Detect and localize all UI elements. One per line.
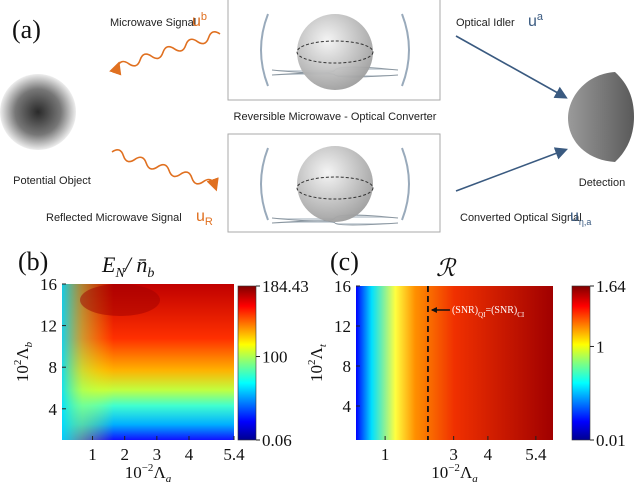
title: N	[114, 266, 125, 281]
subscript: η,a	[579, 217, 592, 227]
colorbar-label: 1.64	[596, 277, 626, 296]
panel-title: EN/ n̄b	[101, 252, 154, 281]
axis-label: b	[23, 341, 35, 347]
x-tick-label: 1	[88, 445, 97, 464]
heatmap-peak	[80, 284, 160, 316]
panel-label: (b)	[18, 247, 48, 276]
converted-arrow	[455, 147, 568, 192]
subscript: R	[205, 216, 213, 228]
x-tick-label: 5.4	[525, 445, 547, 464]
annotation: QI	[478, 311, 486, 319]
colorbar-label: 0.06	[262, 431, 292, 450]
y-tick-label: 4	[49, 400, 58, 419]
x-tick-label: 4	[484, 445, 493, 464]
colorbar	[237, 285, 257, 441]
y-tick-label: 16	[334, 277, 351, 296]
x-tick-label: 3	[449, 445, 458, 464]
label: Reflected Microwave Signal	[46, 212, 182, 224]
axis-label: 10	[13, 365, 32, 382]
symbol: ua	[528, 11, 544, 30]
x-tick-label: 5.4	[223, 445, 245, 464]
panel-title: ℛ	[436, 256, 457, 282]
symbol: u	[528, 13, 537, 30]
converter-bottom	[227, 133, 441, 233]
label: Reversible Microwave - Optical Converter	[234, 111, 437, 123]
axis-label: Λ	[13, 347, 32, 360]
axis-label: −2	[448, 462, 460, 474]
axis-label: t	[317, 343, 329, 347]
title: b	[147, 266, 154, 281]
label: Converted Optical Signal	[460, 212, 582, 224]
axis-label: Λ	[307, 346, 326, 359]
panel-label: (c)	[330, 247, 359, 276]
microwave-arrow	[109, 31, 221, 76]
label: Potential Object	[13, 175, 91, 187]
y-tick-label: 12	[40, 317, 57, 336]
subscript: a	[537, 11, 544, 23]
axis-label: 102Λb	[12, 341, 35, 382]
axis-label: a	[166, 473, 172, 485]
label: Optical Idler	[456, 17, 515, 29]
label: Microwave Signal	[110, 17, 196, 29]
y-tick-label: 8	[49, 358, 58, 377]
x-tick-label: 2	[120, 445, 129, 464]
annotation: (SNR)QI=(SNR)CI	[452, 305, 525, 319]
idler-arrow	[455, 35, 568, 99]
object	[0, 74, 76, 150]
axis-label: Λ	[460, 463, 473, 482]
x-tick-label: 4	[185, 445, 194, 464]
label: Detection	[579, 177, 625, 189]
subscript: b	[201, 11, 207, 23]
colorbar-label: 100	[262, 348, 288, 367]
annotation: (SNR)	[452, 305, 478, 316]
symbol: u	[192, 13, 201, 30]
axis-label: 2	[306, 359, 318, 365]
y-tick-label: 16	[40, 275, 57, 294]
axis-label: 10	[125, 463, 142, 482]
detector	[568, 72, 634, 162]
symbol: u	[196, 208, 205, 225]
symbol: uη,a	[570, 208, 591, 227]
symbol: ub	[192, 11, 207, 30]
colorbar-label: 0.01	[596, 431, 626, 450]
colorbar-label: 184.43	[262, 277, 309, 296]
annotation-arrowhead	[430, 307, 437, 313]
y-tick-label: 4	[343, 397, 352, 416]
axis-label: 102Λt	[306, 343, 329, 382]
axis-label: 10−2Λa	[431, 462, 478, 485]
annotation: =(SNR)	[485, 305, 517, 316]
axis-label: a	[472, 473, 478, 485]
heatmap	[356, 286, 553, 440]
axis-label: −2	[142, 462, 154, 474]
annotation: CI	[517, 311, 525, 319]
axis-label: 10	[431, 463, 448, 482]
colorbar	[571, 285, 591, 441]
y-tick-label: 8	[343, 357, 352, 376]
x-tick-label: 3	[153, 445, 162, 464]
panel-label: (a)	[12, 15, 41, 44]
x-tick-label: 1	[381, 445, 390, 464]
title: E	[101, 252, 116, 277]
colorbar-label: 1	[596, 337, 605, 356]
symbol: uR	[196, 208, 213, 228]
reflected-arrow	[111, 149, 219, 192]
y-tick-label: 12	[334, 317, 351, 336]
axis-label: Λ	[153, 463, 166, 482]
axis-label: 10−2Λa	[125, 462, 172, 485]
axis-label: 2	[12, 360, 24, 366]
symbol: u	[570, 208, 579, 225]
title: / n̄	[123, 252, 148, 277]
axis-label: 10	[307, 365, 326, 382]
converter-top	[227, 0, 441, 101]
